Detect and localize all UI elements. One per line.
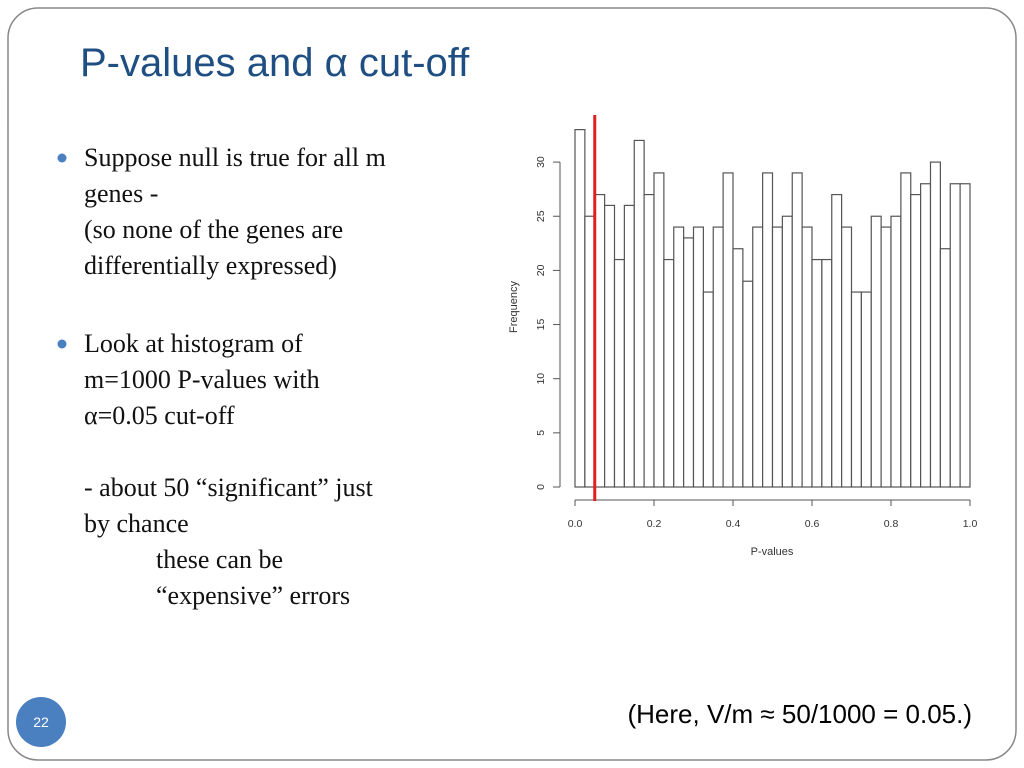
x-tick-label: 1.0 xyxy=(963,518,978,530)
y-tick-label: 20 xyxy=(535,264,547,276)
histogram-bar xyxy=(762,172,774,488)
y-tick-label: 10 xyxy=(535,373,547,385)
bullet-text: (so none of the genes are xyxy=(84,215,343,244)
histogram-bar xyxy=(673,226,685,488)
bullet-indented: these can be xyxy=(156,545,283,574)
histogram-bar xyxy=(850,291,862,488)
histogram-bar xyxy=(574,129,586,488)
histogram-bar xyxy=(663,258,675,488)
histogram-bar xyxy=(910,193,922,488)
histogram-bar xyxy=(643,193,655,488)
bullet-detail: by chance xyxy=(84,509,189,538)
histogram-bar xyxy=(890,215,902,488)
histogram-bar xyxy=(811,258,823,488)
histogram-bar xyxy=(900,172,912,488)
bullet-text: differentially expressed) xyxy=(84,251,337,280)
y-tick-label: 5 xyxy=(535,430,547,436)
histogram-bar xyxy=(920,183,932,488)
bullet-text: Look at histogram of xyxy=(84,329,303,358)
histogram-bar xyxy=(702,291,714,488)
histogram-bar xyxy=(781,215,793,488)
x-tick-label: 0.6 xyxy=(805,518,820,530)
histogram-bar xyxy=(633,139,645,488)
histogram-bar xyxy=(692,226,704,488)
histogram-bar xyxy=(604,204,616,488)
histogram-bar xyxy=(771,226,783,488)
y-tick-label: 0 xyxy=(535,484,547,490)
histogram-bar xyxy=(712,226,724,488)
bullet-text: Suppose null is true for all m xyxy=(84,143,386,172)
histogram-bar xyxy=(860,291,872,488)
histogram-bar xyxy=(623,204,635,488)
note: (Here, V/m ≈ 50/1000 = 0.05.) xyxy=(628,699,973,729)
x-tick-label: 0.4 xyxy=(726,518,741,530)
histogram-bar xyxy=(801,226,813,488)
histogram-bar xyxy=(880,226,892,488)
slide-number-badge xyxy=(16,697,66,747)
histogram-bar xyxy=(683,237,695,488)
x-axis-label: P-values xyxy=(751,546,794,558)
histogram-bar xyxy=(791,172,803,488)
x-tick-label: 0.0 xyxy=(568,518,583,530)
y-tick-label: 25 xyxy=(535,210,547,222)
bullet-dot xyxy=(57,153,67,163)
y-axis-label: Frequency xyxy=(508,281,520,333)
histogram-bar xyxy=(722,172,734,488)
bullet-text: genes - xyxy=(84,179,158,208)
y-tick-label: 15 xyxy=(535,319,547,331)
slide-number: 22 xyxy=(33,714,49,730)
x-tick-label: 0.8 xyxy=(884,518,899,530)
histogram-bar xyxy=(939,248,951,488)
bullet-indented: “expensive” errors xyxy=(156,581,350,610)
histogram-bar xyxy=(959,183,971,488)
bullet-text: α=0.05 cut-off xyxy=(84,401,235,430)
bullet-text: m=1000 P-values with xyxy=(84,365,320,394)
histogram-bar xyxy=(929,161,941,488)
slide-title: P-values and α cut-off xyxy=(80,41,470,85)
histogram-bar xyxy=(949,183,961,488)
x-tick-label: 0.2 xyxy=(647,518,662,530)
histogram-bar xyxy=(653,172,665,488)
y-tick-label: 30 xyxy=(535,156,547,168)
histogram-bar xyxy=(831,193,843,488)
histogram-bar xyxy=(821,258,833,488)
bullet-dot xyxy=(57,339,67,349)
histogram-bar xyxy=(752,226,764,488)
histogram-bar xyxy=(742,280,754,488)
histogram-bar xyxy=(841,226,853,488)
histogram-bar xyxy=(732,248,744,488)
histogram-bar xyxy=(870,215,882,488)
histogram-bar xyxy=(613,258,625,488)
bullet-detail: - about 50 “significant” just xyxy=(84,473,374,502)
